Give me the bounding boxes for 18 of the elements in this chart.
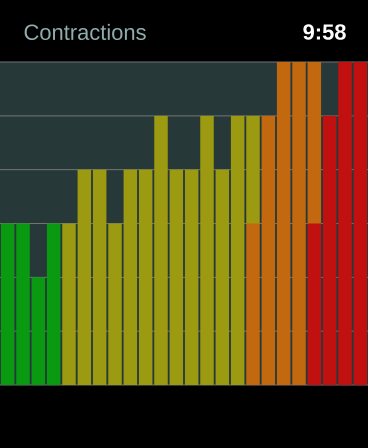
bar: [246, 116, 260, 224]
bar: [16, 223, 30, 385]
bar: [108, 223, 122, 385]
bar: [184, 170, 198, 385]
bar: [62, 223, 76, 385]
chart-title: Contractions: [24, 24, 146, 40]
bar: [32, 277, 46, 385]
bar: [230, 116, 244, 385]
bar: [124, 170, 138, 385]
bar: [92, 170, 106, 385]
text: 9:58: [303, 24, 346, 40]
bar: [0, 223, 14, 385]
bar: [138, 170, 152, 385]
bar: [322, 116, 336, 385]
bar: [46, 223, 60, 385]
bar: [276, 62, 290, 385]
bar: [78, 170, 92, 385]
bar: [308, 223, 322, 385]
